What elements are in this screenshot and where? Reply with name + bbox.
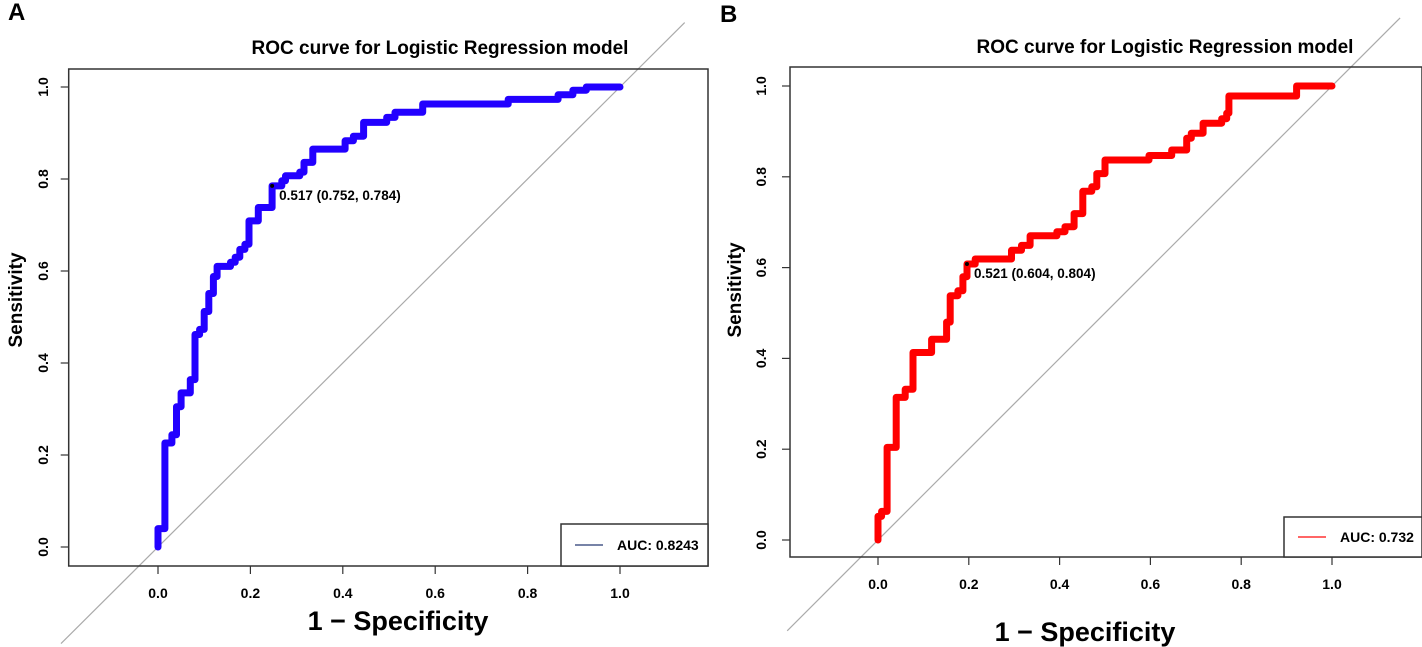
x-tick-label: 1.0 [610,585,630,601]
threshold-point-marker [964,261,969,266]
x-tick-label: 0.2 [959,576,979,592]
y-tick-label: 0.4 [35,353,51,373]
y-axis-label: Sensitivity [6,252,27,347]
x-tick-label: 0.8 [518,585,538,601]
panel-b: B ROC curve for Logistic Regression model… [720,1,1422,647]
panel-a: A ROC curve for Logistic Regression model… [6,0,709,645]
chart-title: ROC curve for Logistic Regression model [252,38,629,59]
reference-diagonal-line [60,22,686,645]
y-tick-label: 0.4 [753,348,769,368]
x-tick-label: 0.6 [425,585,445,601]
legend-label: AUC: 0.732 [1340,529,1414,545]
chart-title: ROC curve for Logistic Regression model [977,37,1354,58]
panel-label: A [8,0,25,26]
x-axis-label: 1 − Specificity [995,617,1176,647]
y-axis-label: Sensitivity [725,242,746,337]
y-tick-label: 0.6 [35,261,51,281]
threshold-point-marker [270,183,275,188]
threshold-point-label: 0.517 (0.752, 0.784) [279,188,401,203]
x-tick-label: 0.0 [148,585,168,601]
y-tick-label: 1.0 [753,76,769,96]
y-tick-label: 1.0 [35,77,51,97]
roc-curve-line [154,83,624,551]
y-tick-label: 0.2 [35,445,51,465]
y-tick-label: 0.0 [753,530,769,550]
x-tick-label: 0.2 [241,585,261,601]
plot-frame [67,68,709,567]
y-tick-label: 0.2 [753,439,769,459]
plot-frame [789,66,1422,558]
x-tick-label: 0.4 [333,585,353,601]
x-tick-label: 0.4 [1050,576,1070,592]
y-tick-label: 0.6 [753,258,769,278]
y-tick-label: 0.8 [35,169,51,189]
y-tick-label: 0.0 [35,537,51,557]
x-tick-label: 0.6 [1141,576,1161,592]
legend-label: AUC: 0.8243 [617,537,699,553]
y-tick-label: 0.8 [753,167,769,187]
x-axis-label: 1 − Specificity [308,606,489,636]
x-tick-label: 0.0 [868,576,888,592]
panel-label: B [720,1,737,28]
roc-curve-line [874,82,1336,544]
x-tick-label: 0.8 [1231,576,1251,592]
x-tick-label: 1.0 [1322,576,1342,592]
reference-diagonal-line [786,17,1401,632]
threshold-point-label: 0.521 (0.604, 0.804) [974,266,1096,281]
